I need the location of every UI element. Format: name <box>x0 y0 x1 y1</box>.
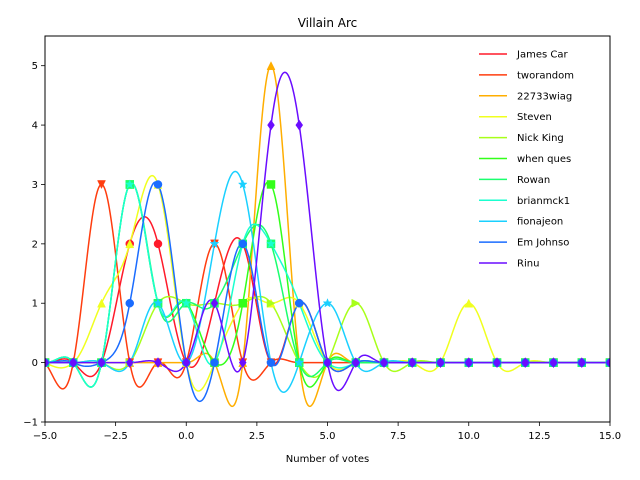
legend-item[interactable]: James Car <box>479 50 568 61</box>
legend-item[interactable]: Nick King <box>479 133 564 144</box>
data-point <box>606 357 610 369</box>
legend-item[interactable]: Em Johnso <box>479 238 569 249</box>
data-point <box>210 297 219 309</box>
data-point <box>351 298 361 308</box>
legend-label: Steven <box>517 112 552 123</box>
legend-label: brianmck1 <box>517 196 570 207</box>
data-point <box>125 298 134 308</box>
x-tick-label: −5.0 <box>33 431 57 442</box>
plot-markers <box>45 61 610 369</box>
x-tick-label: 7.5 <box>390 431 406 442</box>
legend-label: Rinu <box>517 259 539 270</box>
legend-item[interactable]: Steven <box>479 112 552 123</box>
data-point <box>351 357 360 369</box>
x-tick-label: 15.0 <box>599 431 621 442</box>
data-point <box>267 119 275 131</box>
x-axis-title: Number of votes <box>286 454 370 465</box>
legend-label: James Car <box>516 50 568 61</box>
y-tick-label: −1 <box>23 418 38 429</box>
data-point <box>153 239 163 249</box>
legend-label: when ques <box>517 154 571 165</box>
x-tick-label: 10.0 <box>458 431 480 442</box>
legend-item[interactable]: fionajeon <box>479 217 563 228</box>
legend-label: 22733wiag <box>517 91 572 102</box>
legend-label: tworandom <box>517 70 574 81</box>
data-point <box>153 298 163 308</box>
data-point <box>266 238 276 249</box>
data-point <box>69 357 78 369</box>
y-tick-label: 1 <box>32 299 38 310</box>
y-tick-label: 3 <box>32 180 38 191</box>
data-point <box>380 357 388 369</box>
chart-title: Villain Arc <box>298 16 358 30</box>
data-point <box>464 298 474 308</box>
x-tick-label: 12.5 <box>528 431 550 442</box>
data-point <box>323 357 332 369</box>
data-point <box>408 357 417 369</box>
data-point <box>549 357 558 369</box>
x-tick-label: 2.5 <box>249 431 265 442</box>
series-line-7 <box>45 182 610 388</box>
legend[interactable]: James Car tworandom 22733wiag Steven Nick Ki… <box>479 50 574 270</box>
legend-item[interactable]: Rinu <box>479 259 539 270</box>
x-tick-label: −2.5 <box>103 431 127 442</box>
data-point <box>294 357 305 367</box>
x-tick-label: 5.0 <box>320 431 336 442</box>
series-line-6 <box>45 182 610 388</box>
y-tick-label: 4 <box>32 121 38 132</box>
data-point <box>124 179 135 189</box>
data-point <box>266 298 276 308</box>
legend-label: Rowan <box>517 175 550 186</box>
data-point <box>577 357 586 369</box>
data-point <box>45 357 49 369</box>
legend-label: Em Johnso <box>517 238 569 249</box>
data-point <box>182 357 191 369</box>
data-point <box>266 358 276 367</box>
legend-item[interactable]: Rowan <box>479 175 550 186</box>
data-point <box>154 357 162 369</box>
data-point <box>209 238 220 249</box>
series-line-5 <box>45 181 610 388</box>
data-point <box>181 298 192 308</box>
series-line-9 <box>45 181 610 403</box>
data-point <box>436 357 445 369</box>
y-tick-label: 2 <box>32 239 38 250</box>
y-tick-label: 5 <box>32 61 38 72</box>
data-point <box>153 180 163 189</box>
legend-item[interactable]: 22733wiag <box>479 91 572 102</box>
y-tick-label: 0 <box>32 358 38 369</box>
data-point <box>493 357 501 369</box>
data-point <box>125 239 135 249</box>
data-point <box>295 119 304 131</box>
legend-label: fionajeon <box>517 217 563 228</box>
legend-item[interactable]: tworandom <box>479 70 574 81</box>
data-point <box>295 298 304 308</box>
data-point <box>322 298 333 308</box>
y-axis: −1 0 1 2 3 4 5 <box>23 61 45 429</box>
data-point <box>210 358 219 367</box>
data-point <box>237 179 248 189</box>
data-point <box>238 239 247 249</box>
legend-item[interactable]: when ques <box>479 154 571 165</box>
data-point <box>125 357 134 369</box>
legend-label: Nick King <box>517 133 564 144</box>
data-point <box>97 298 106 308</box>
data-point <box>97 357 106 369</box>
data-point <box>266 180 276 189</box>
x-axis: −5.0 −2.5 0.0 2.5 5.0 7.5 10.0 12.5 15.0 <box>33 422 621 442</box>
data-point <box>521 357 530 369</box>
data-point <box>238 357 247 369</box>
data-point <box>238 298 247 308</box>
data-point <box>464 357 473 369</box>
legend-item[interactable]: brianmck1 <box>479 196 570 207</box>
data-point <box>97 180 106 190</box>
data-point <box>266 61 276 70</box>
x-tick-label: 0.0 <box>178 431 194 442</box>
